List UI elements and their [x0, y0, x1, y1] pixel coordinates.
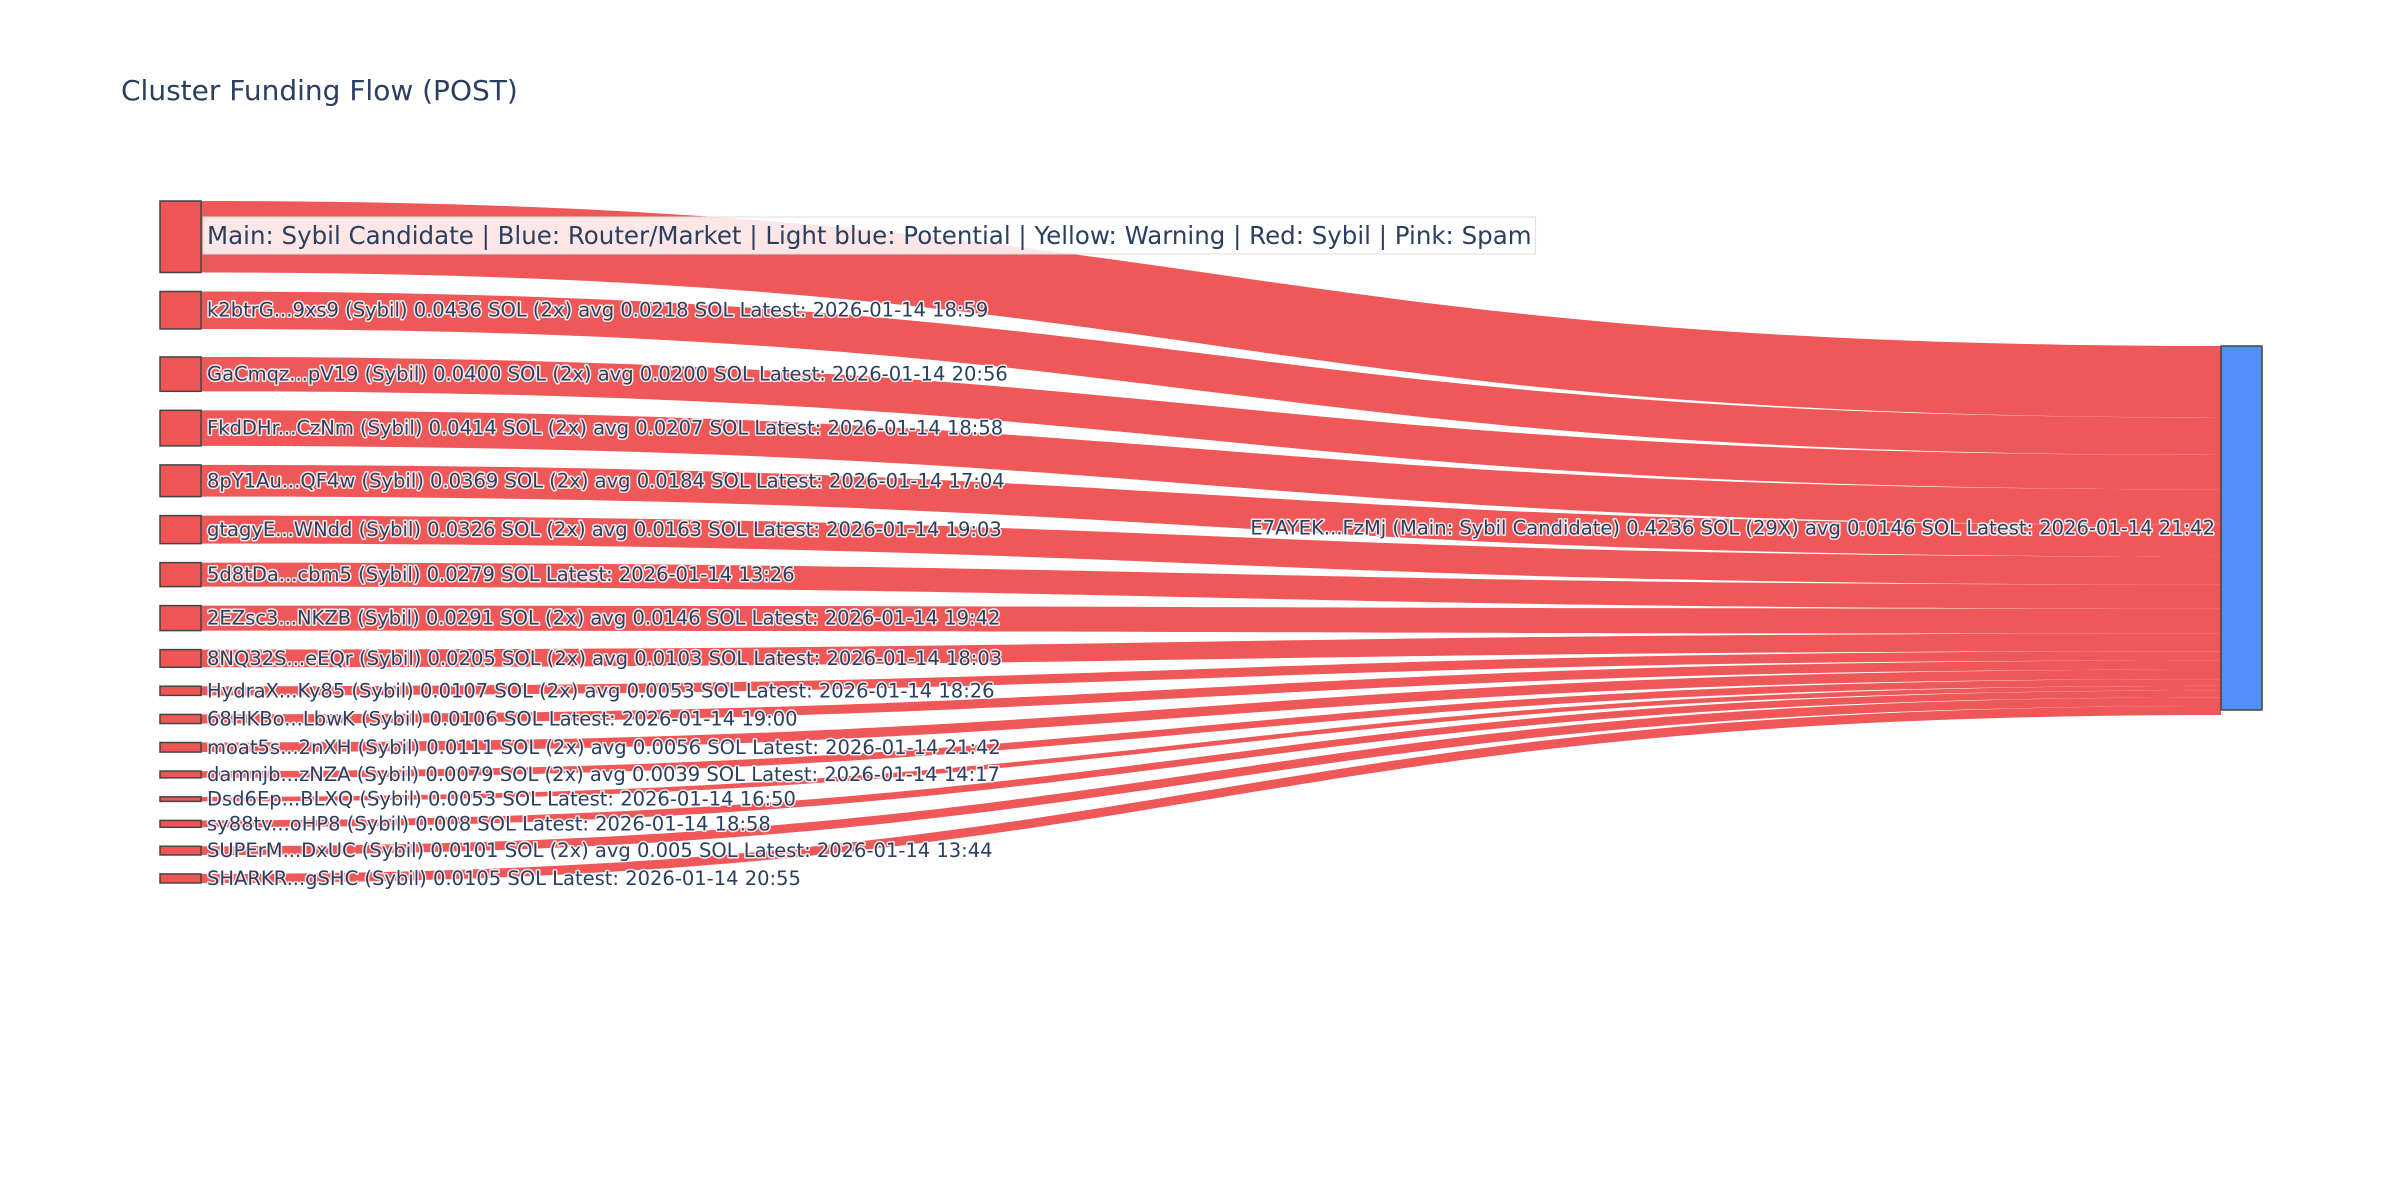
source-node[interactable] — [159, 796, 202, 803]
sankey-link[interactable] — [201, 464, 2221, 557]
sankey-link[interactable] — [201, 515, 2221, 585]
source-node[interactable] — [159, 873, 202, 884]
source-node[interactable] — [159, 561, 202, 588]
source-node[interactable] — [159, 464, 202, 498]
sankey-link[interactable] — [201, 562, 2221, 609]
source-node[interactable] — [159, 685, 202, 697]
sankey-link[interactable] — [201, 291, 2221, 455]
source-node[interactable] — [159, 200, 202, 274]
source-node[interactable] — [159, 713, 202, 725]
source-node[interactable] — [159, 819, 202, 829]
sankey-link[interactable] — [201, 690, 2221, 828]
source-node[interactable] — [159, 648, 202, 668]
sankey-link[interactable] — [201, 669, 2221, 753]
source-node[interactable] — [159, 409, 202, 447]
source-node-label: SUPErM...DxUC (Sybil) 0.0101 SOL (2x) av… — [207, 839, 993, 862]
sankey-link[interactable] — [201, 705, 2221, 883]
sankey-link[interactable] — [201, 685, 2221, 802]
source-node-label: SHARKR...gSHC (Sybil) 0.0105 SOL Latest:… — [207, 867, 801, 890]
source-node[interactable] — [159, 514, 202, 545]
legend-text: Main: Sybil Candidate | Blue: Router/Mar… — [207, 221, 1532, 250]
source-node-label: gtagyE...WNdd (Sybil) 0.0326 SOL (2x) av… — [207, 518, 1002, 541]
sankey-link[interactable] — [201, 651, 2221, 696]
legend-background — [202, 216, 1537, 255]
source-node[interactable] — [159, 290, 202, 330]
source-node-label: sy88tv...oHP8 (Sybil) 0.008 SOL Latest: … — [207, 812, 771, 835]
source-node-label: HydraX...Ky85 (Sybil) 0.0107 SOL (2x) av… — [207, 679, 995, 702]
source-node-label: 8pY1Au...QF4w (Sybil) 0.0369 SOL (2x) av… — [207, 469, 1005, 492]
source-node[interactable] — [159, 356, 202, 393]
source-node[interactable] — [159, 770, 202, 779]
nodes-layer — [159, 200, 2263, 884]
source-node[interactable] — [159, 845, 202, 856]
source-node-label: 5d8tDa...cbm5 (Sybil) 0.0279 SOL Latest:… — [207, 563, 795, 586]
source-node-label: k2btrG...9xs9 (Sybil) 0.0436 SOL (2x) av… — [207, 299, 988, 322]
source-node-label: 8NQ32S...eEQr (Sybil) 0.0205 SOL (2x) av… — [207, 647, 1002, 670]
legend-box: Main: Sybil Candidate | Blue: Router/Mar… — [202, 216, 1537, 255]
target-node[interactable] — [2220, 345, 2263, 711]
sankey-link[interactable] — [201, 633, 2221, 668]
source-node-label: GaCmqz...pV19 (Sybil) 0.0400 SOL (2x) av… — [207, 363, 1008, 386]
sankey-link[interactable] — [201, 356, 2221, 490]
links-layer — [201, 201, 2221, 883]
source-node[interactable] — [159, 604, 202, 632]
labels-layer: k2btrG...9xs9 (Sybil) 0.0436 SOL (2x) av… — [206, 297, 2217, 891]
source-node[interactable] — [159, 741, 202, 753]
sankey-link[interactable] — [201, 605, 2221, 634]
source-node-label: 2EZsc3...NKZB (Sybil) 0.0291 SOL (2x) av… — [207, 607, 1000, 630]
source-node-label: moat5s...2nXH (Sybil) 0.0111 SOL (2x) av… — [207, 736, 1001, 759]
sankey-link[interactable] — [201, 660, 2221, 724]
source-node-label: FkdDHr...CzNm (Sybil) 0.0414 SOL (2x) av… — [207, 417, 1003, 440]
sankey-link[interactable] — [201, 697, 2221, 855]
target-node-label: E7AYEK...FzMj (Main: Sybil Candidate) 0.… — [1250, 517, 2215, 540]
sankey-link[interactable] — [201, 679, 2221, 778]
chart-title: Cluster Funding Flow (POST) — [121, 74, 518, 107]
source-node-label: 68HKBo...LbwK (Sybil) 0.0106 SOL Latest:… — [207, 707, 798, 730]
sankey-link[interactable] — [201, 201, 2221, 418]
sankey-link[interactable] — [201, 410, 2221, 525]
source-node-label: Dsd6Ep...BLXQ (Sybil) 0.0053 SOL Latest:… — [207, 788, 796, 811]
source-node-label: damnjb...zNZA (Sybil) 0.0079 SOL (2x) av… — [207, 763, 1000, 786]
